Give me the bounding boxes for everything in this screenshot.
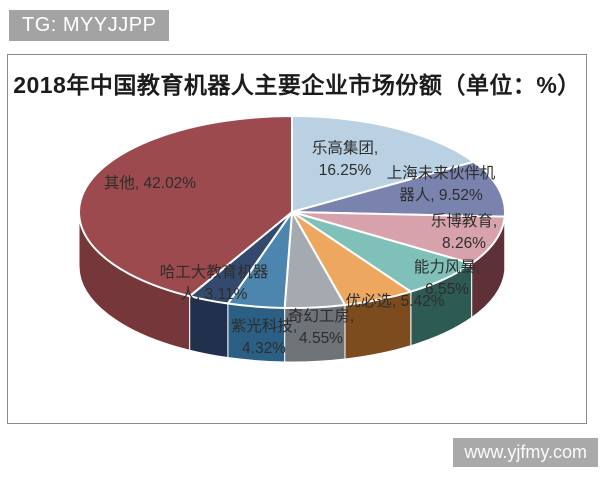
slice-label-1: 上海未来伙伴机 器人, 9.52% — [386, 165, 496, 205]
telegram-badge: TG: MYYJJPP — [9, 10, 170, 41]
slice-label-8: 其他, 42.02% — [103, 175, 197, 192]
slice-label-0: 乐高集团, 16.25% — [311, 140, 379, 180]
watermark: www.yjfmy.com — [453, 438, 598, 467]
pie-slice-0 — [291, 115, 475, 213]
slice-label-3: 能力风暴, 6.55% — [413, 259, 481, 299]
pie-slice-2 — [291, 211, 506, 265]
pie-slice-8 — [77, 115, 293, 298]
slice-label-2: 乐博教育, 8.26% — [430, 213, 498, 253]
pie-slice-1 — [291, 160, 506, 218]
chart-title: 2018年中国教育机器人主要企业市场份额（单位：%） — [13, 72, 581, 98]
slice-label-7: 哈工大教育机器 人, 3.11% — [159, 264, 269, 304]
slice-label-5: 奇幻工房, 4.55% — [287, 308, 355, 348]
slice-label-6: 紫光科技, 4.32% — [230, 318, 298, 358]
slice-label-4: 优必选, 5.42% — [345, 293, 445, 310]
